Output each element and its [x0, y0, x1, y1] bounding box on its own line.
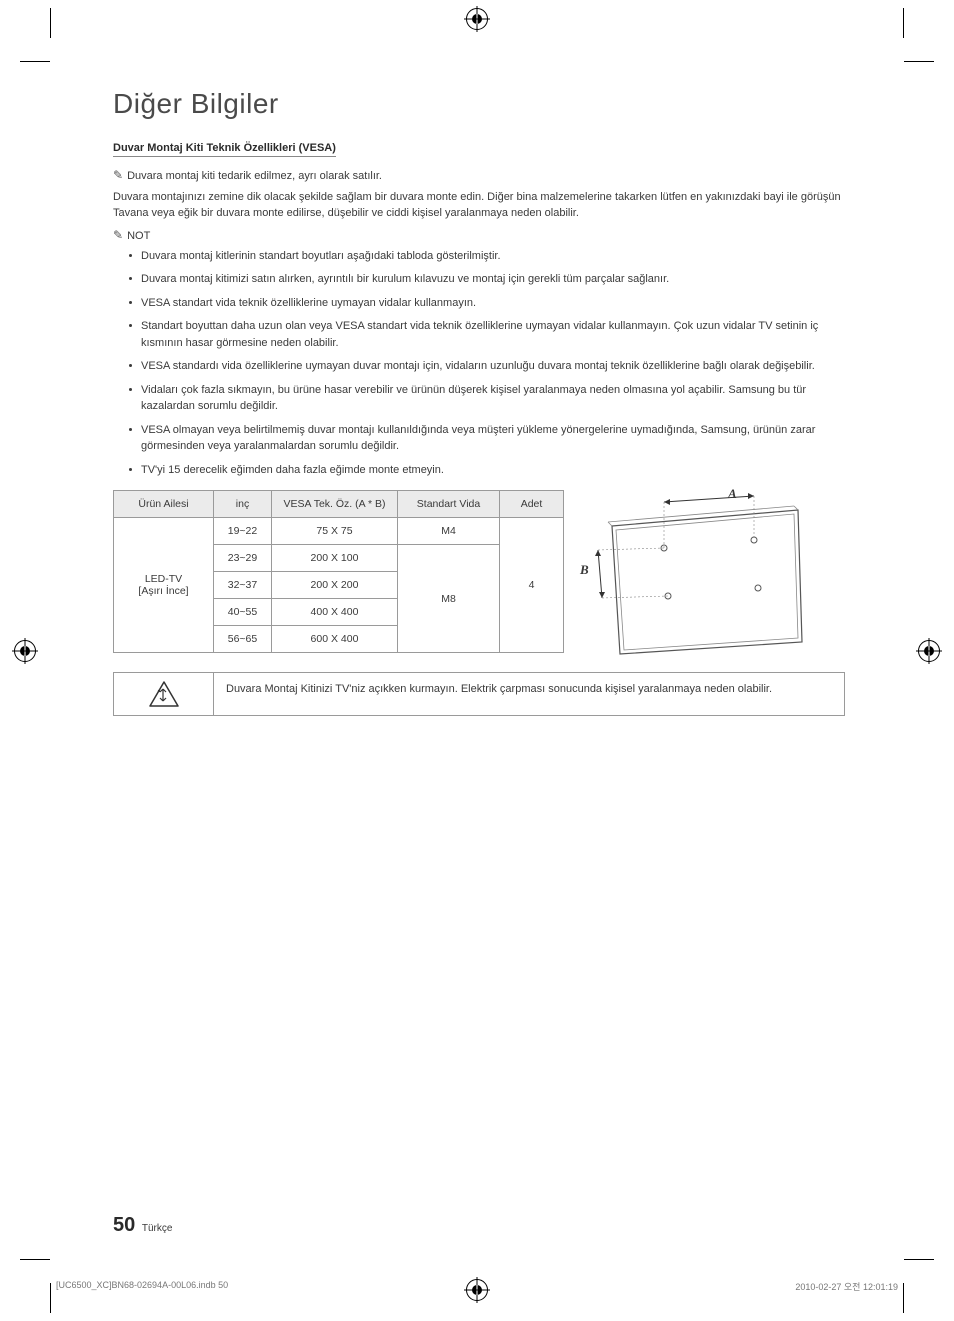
th-qty: Adet — [500, 491, 564, 518]
bullet-item: Vidaları çok fazla sıkmayın, bu ürüne ha… — [141, 382, 845, 415]
cell-vesa: 200 X 100 — [272, 545, 398, 572]
bullet-item: VESA standart vida teknik özelliklerine … — [141, 295, 845, 312]
doc-footer: [UC6500_XC]BN68-02694A-00L06.indb 50 201… — [56, 1280, 898, 1293]
th-vesa: VESA Tek. Öz. (A * B) — [272, 491, 398, 518]
crop-mark — [903, 1283, 904, 1313]
page-title: Diğer Bilgiler — [113, 88, 845, 120]
crop-mark — [50, 8, 51, 38]
crop-mark — [903, 8, 904, 38]
bullet-list: Duvara montaj kitlerinin standart boyutl… — [113, 248, 845, 479]
warning-text: Duvara Montaj Kitinizi TV'niz açıkken ku… — [214, 673, 844, 715]
th-family: Ürün Ailesi — [114, 491, 214, 518]
page-lang: Türkçe — [142, 1223, 173, 1234]
cell-vesa: 600 X 400 — [272, 626, 398, 653]
section-subtitle: Duvar Montaj Kiti Teknik Özellikleri (VE… — [113, 142, 336, 157]
bullet-item: VESA olmayan veya belirtilmemiş duvar mo… — [141, 422, 845, 455]
not-label: ✎ NOT — [113, 228, 845, 242]
page-footer: 50 Türkçe — [113, 1214, 172, 1237]
bullet-item: VESA standardı vida özelliklerine uymaya… — [141, 358, 845, 375]
cell-inch: 23~29 — [214, 545, 272, 572]
bullet-item: Duvara montaj kitlerinin standart boyutl… — [141, 248, 845, 265]
cell-qty: 4 — [500, 518, 564, 653]
bullet-item: Standart boyuttan daha uzun olan veya VE… — [141, 318, 845, 351]
warning-triangle-icon — [149, 681, 179, 707]
cell-inch: 40~55 — [214, 599, 272, 626]
th-screw: Standart Vida — [398, 491, 500, 518]
note-line: ✎ Duvara montaj kiti tedarik edilmez, ayr… — [113, 167, 845, 185]
warning-box: Duvara Montaj Kitinizi TV'niz açıkken ku… — [113, 672, 845, 716]
registration-mark-icon — [918, 640, 940, 662]
vesa-table: Ürün Ailesi inç VESA Tek. Öz. (A * B) St… — [113, 490, 564, 653]
cell-inch: 32~37 — [214, 572, 272, 599]
registration-mark-icon — [466, 8, 488, 30]
table-wrap: Ürün Ailesi inç VESA Tek. Öz. (A * B) St… — [113, 490, 845, 658]
doc-footer-left: [UC6500_XC]BN68-02694A-00L06.indb 50 — [56, 1280, 228, 1293]
cell-screw: M8 — [398, 545, 500, 653]
crop-mark — [904, 1259, 934, 1260]
tv-diagram-svg — [578, 490, 808, 658]
cell-inch: 19~22 — [214, 518, 272, 545]
diagram-label-b: B — [580, 562, 589, 578]
crop-mark — [20, 1259, 50, 1260]
note-icon: ✎ — [113, 228, 123, 242]
crop-mark — [50, 1283, 51, 1313]
diagram-label-a: A — [728, 486, 737, 502]
bullet-item: TV'yi 15 derecelik eğimden daha fazla eğ… — [141, 462, 845, 479]
cell-screw: M4 — [398, 518, 500, 545]
cell-vesa: 75 X 75 — [272, 518, 398, 545]
cell-inch: 56~65 — [214, 626, 272, 653]
warning-icon-cell — [114, 673, 214, 715]
crop-mark — [20, 61, 50, 62]
not-label-text: NOT — [127, 230, 150, 242]
cell-family: LED-TV [Aşırı İnce] — [114, 518, 214, 653]
note-icon: ✎ — [113, 168, 123, 182]
doc-footer-right: 2010-02-27 오전 12:01:19 — [795, 1280, 898, 1293]
table-row: LED-TV [Aşırı İnce] 19~22 75 X 75 M4 4 — [114, 518, 564, 545]
crop-mark — [904, 61, 934, 62]
registration-mark-icon — [14, 640, 36, 662]
table-header-row: Ürün Ailesi inç VESA Tek. Öz. (A * B) St… — [114, 491, 564, 518]
note-text: Duvara montaj kiti tedarik edilmez, ayrı… — [127, 170, 382, 182]
bullet-item: Duvara montaj kitimizi satın alırken, ay… — [141, 271, 845, 288]
th-inch: inç — [214, 491, 272, 518]
tv-diagram: A B — [578, 490, 808, 658]
cell-vesa: 400 X 400 — [272, 599, 398, 626]
paragraph: Duvara montajınızı zemine dik olacak şek… — [113, 189, 845, 222]
page-content: Diğer Bilgiler Duvar Montaj Kiti Teknik … — [113, 88, 845, 716]
cell-vesa: 200 X 200 — [272, 572, 398, 599]
page-number: 50 — [113, 1214, 135, 1236]
